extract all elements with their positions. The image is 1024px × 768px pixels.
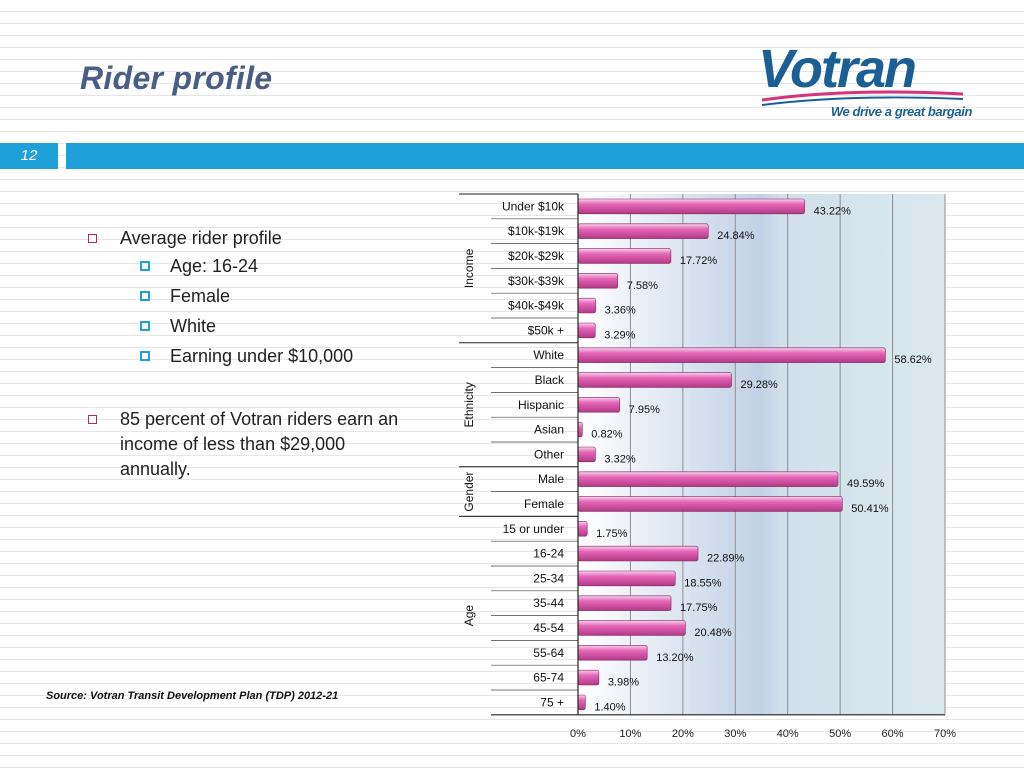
category-label: 16-24 <box>533 547 564 561</box>
bar <box>577 347 886 363</box>
category-label: Black <box>535 373 565 387</box>
sub-bullet-age: Age: 16-24 <box>88 251 418 281</box>
data-label: 43.22% <box>814 205 852 217</box>
x-tick-label: 70% <box>934 728 956 740</box>
category-label: 65-74 <box>533 671 564 685</box>
data-label: 24.84% <box>717 230 755 242</box>
bar <box>577 645 648 661</box>
category-label: 25-34 <box>533 571 564 585</box>
category-label: 75 + <box>540 695 564 709</box>
bar <box>577 223 709 239</box>
sub-bullet-income: Earning under $10,000 <box>88 341 418 371</box>
data-label: 3.29% <box>604 329 635 341</box>
data-label: 50.41% <box>851 503 889 515</box>
x-tick-label: 60% <box>882 728 904 740</box>
x-tick-label: 40% <box>777 728 799 740</box>
bar <box>577 273 619 289</box>
group-label: Ethnicity <box>462 382 476 427</box>
data-label: 22.89% <box>707 553 745 565</box>
bar <box>577 372 732 388</box>
data-label: 0.82% <box>591 429 622 441</box>
data-label: 58.62% <box>894 354 932 366</box>
category-label: $40k-$49k <box>508 299 565 313</box>
data-label: 3.32% <box>604 453 635 465</box>
rider-profile-chart: 0% 10% 20% 30% 40% 50% 60% 70% Under $10k 43.22% $… <box>459 193 956 740</box>
bar <box>577 397 620 413</box>
votran-logo: Votran We drive a great bargain <box>758 36 990 128</box>
data-label: 1.40% <box>594 701 625 713</box>
bullet-income-stat: 85 percent of Votran riders earn an inco… <box>88 407 418 482</box>
bar <box>577 297 596 314</box>
data-label: 3.36% <box>605 305 636 317</box>
data-label: 17.72% <box>680 255 718 267</box>
category-label: Asian <box>534 423 564 437</box>
category-label: 35-44 <box>533 596 564 610</box>
data-label: 1.75% <box>596 528 627 540</box>
category-label: Male <box>538 472 564 486</box>
category-label: 15 or under <box>503 522 564 536</box>
bar <box>577 545 699 562</box>
bar <box>577 446 596 463</box>
slide-number: 12 <box>0 143 58 169</box>
bar <box>577 570 676 587</box>
group-label: Age <box>462 605 476 627</box>
category-label: 55-64 <box>533 646 564 660</box>
logo-swoosh-icon <box>761 90 964 106</box>
category-label: Other <box>534 447 564 461</box>
category-label: $50k + <box>528 323 564 337</box>
category-label: Under $10k <box>502 199 565 213</box>
bar <box>577 198 805 215</box>
bullet-average-profile: Average rider profile <box>88 226 418 251</box>
bar <box>577 521 588 537</box>
bar <box>577 471 839 487</box>
bar <box>577 322 596 339</box>
data-label: 29.28% <box>741 379 779 391</box>
group-label: Income <box>462 248 476 288</box>
category-label: 45-54 <box>533 621 564 635</box>
category-label: White <box>533 348 564 362</box>
x-tick-label: 10% <box>619 728 641 740</box>
sub-bullet-ethnicity: White <box>88 311 418 341</box>
source-note: Source: Votran Transit Development Plan … <box>46 690 339 702</box>
data-label: 49.59% <box>847 478 885 490</box>
bullet-spacer <box>88 371 418 407</box>
data-label: 13.20% <box>656 652 694 664</box>
x-tick-label: 0% <box>570 728 586 740</box>
logo-wordmark: Votran <box>758 39 917 99</box>
data-label: 7.58% <box>627 280 658 292</box>
bar <box>577 620 686 636</box>
category-label: Hispanic <box>518 398 564 412</box>
bar <box>577 496 843 512</box>
data-label: 17.75% <box>680 602 718 614</box>
category-label: $10k-$19k <box>508 224 565 238</box>
bar <box>577 248 672 264</box>
slide-title: Rider profile <box>80 60 273 96</box>
x-tick-label: 30% <box>724 728 746 740</box>
bar <box>577 669 600 686</box>
group-label: Gender <box>462 472 476 512</box>
logo-tagline: We drive a great bargain <box>830 104 973 119</box>
bar <box>577 421 583 438</box>
x-tick-label: 50% <box>829 728 851 740</box>
sub-bullet-gender: Female <box>88 281 418 311</box>
category-label: $20k-$29k <box>508 249 565 263</box>
bullet-list: Average rider profile Age: 16-24 Female … <box>88 226 418 482</box>
bar <box>577 595 672 611</box>
category-label: $30k-$39k <box>508 274 565 288</box>
category-label: Female <box>524 497 564 511</box>
data-label: 7.95% <box>629 404 660 416</box>
x-tick-label: 20% <box>672 728 694 740</box>
data-label: 18.55% <box>684 577 722 589</box>
data-label: 20.48% <box>694 627 732 639</box>
header-accent-bar <box>66 143 1024 169</box>
bar <box>577 694 586 711</box>
data-label: 3.98% <box>608 677 639 689</box>
